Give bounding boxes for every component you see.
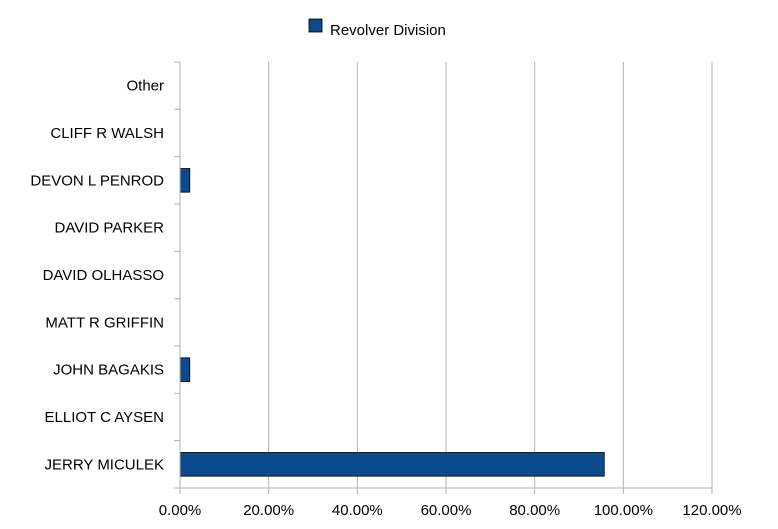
x-tick-label: 100.00% (594, 502, 653, 519)
y-tick-label: DAVID PARKER (55, 220, 165, 237)
y-tick-label: ELLIOT C AYSEN (45, 409, 165, 426)
axes (174, 61, 713, 494)
x-tick-label: 0.00% (159, 502, 202, 519)
legend-label: Revolver Division (330, 22, 446, 39)
legend: Revolver Division (308, 18, 446, 39)
x-tick-label: 60.00% (421, 502, 472, 519)
y-tick-label: CLIFF R WALSH (50, 125, 164, 142)
x-tick-label: 120.00% (682, 502, 741, 519)
y-tick-label: Other (126, 78, 164, 95)
y-tick-label: JERRY MICULEK (45, 456, 164, 473)
x-tick-label: 80.00% (509, 502, 560, 519)
y-tick-label: MATT R GRIFFIN (45, 314, 164, 331)
grid (268, 62, 713, 488)
x-tick-label: 20.00% (243, 502, 294, 519)
x-tick-label: 40.00% (332, 502, 383, 519)
y-axis-labels: JERRY MICULEK ELLIOT C AYSEN JOHN BAGAKIS M… (30, 78, 164, 474)
bar (179, 357, 191, 382)
bar (179, 168, 191, 193)
bar (179, 452, 605, 477)
y-tick-label: JOHN BAGAKIS (53, 362, 164, 379)
bars (179, 168, 605, 477)
legend-swatch (308, 18, 323, 33)
y-tick-label: DEVON L PENROD (30, 172, 164, 189)
x-axis-labels: 0.00% 20.00% 40.00% 60.00% 80.00% 100.00% 120.… (159, 502, 742, 519)
y-tick-label: DAVID OLHASSO (43, 267, 164, 284)
